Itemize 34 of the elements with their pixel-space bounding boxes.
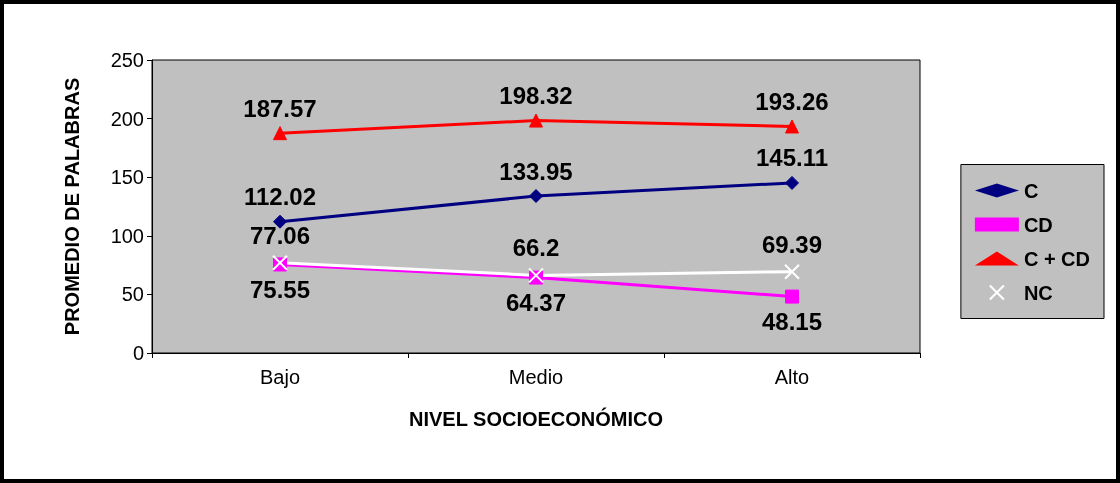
data-label: 198.32 xyxy=(499,82,573,110)
point xyxy=(784,263,800,280)
y-tick-label: 100 xyxy=(110,224,144,247)
y-tick-label: 150 xyxy=(110,166,144,189)
data-label: 64.37 xyxy=(505,289,567,317)
legend-label: CD xyxy=(1023,213,1053,236)
data-label: 187.57 xyxy=(243,94,317,122)
legend-label: C xyxy=(1023,179,1039,202)
x-axis-title: NIVEL SOCIOECONÓMICO xyxy=(408,407,664,430)
point xyxy=(529,113,543,128)
point xyxy=(785,289,799,304)
y-tick-label: 50 xyxy=(121,283,144,306)
x-tick-label: Medio xyxy=(508,366,564,388)
point xyxy=(785,119,799,134)
data-label: 112.02 xyxy=(243,183,317,211)
y-tick-label: 250 xyxy=(110,49,144,71)
y-tick-label: 0 xyxy=(132,342,144,364)
data-label: 193.26 xyxy=(755,88,829,115)
data-label: 145.11 xyxy=(755,144,829,172)
data-label: 48.15 xyxy=(761,308,823,336)
legend-label: C + CD xyxy=(1023,247,1090,270)
point xyxy=(273,126,287,141)
point xyxy=(529,189,543,204)
data-label: 133.95 xyxy=(499,157,573,185)
data-label: 69.39 xyxy=(761,230,823,258)
legend-label: NC xyxy=(1023,281,1053,304)
data-label: 75.55 xyxy=(249,275,311,303)
y-tick-label: 200 xyxy=(110,107,144,130)
x-tick-label: Bajo xyxy=(259,366,301,388)
data-label: 77.06 xyxy=(249,221,311,249)
data-label: 66.2 xyxy=(512,234,560,262)
point xyxy=(785,175,799,190)
y-axis-title: PROMEDIO DE PALABRAS xyxy=(61,77,83,336)
x-tick-label: Alto xyxy=(774,366,810,388)
